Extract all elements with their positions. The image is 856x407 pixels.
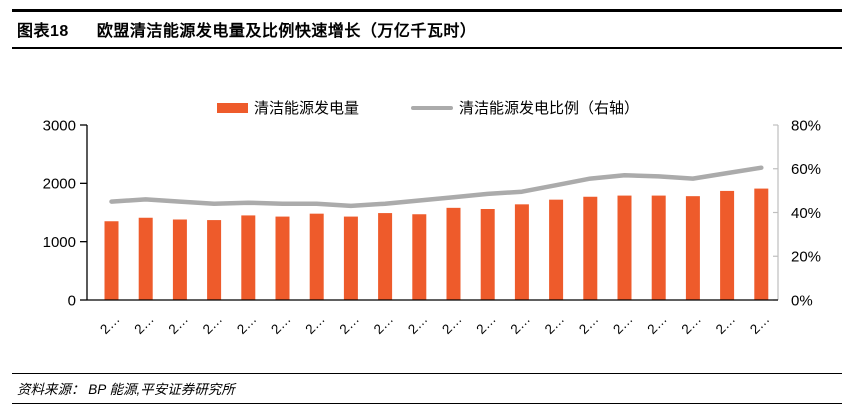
x-axis-tick-label: 2… xyxy=(234,312,259,337)
legend-item-bars: 清洁能源发电量 xyxy=(216,97,359,118)
right-axis-tick-label: 60% xyxy=(791,161,821,178)
bar-series-label: 清洁能源发电量 xyxy=(253,100,359,117)
bar xyxy=(275,216,290,300)
line-series-swatch-icon xyxy=(411,105,453,110)
x-axis-tick-label: 2… xyxy=(371,312,396,337)
x-axis-tick-label: 2… xyxy=(405,312,430,337)
bar xyxy=(549,199,564,300)
x-axis-tick-label: 2… xyxy=(166,312,191,337)
x-axis-tick-label: 2… xyxy=(747,312,772,337)
x-axis-tick-label: 2… xyxy=(679,312,704,337)
left-axis-tick-label: 3000 xyxy=(43,117,76,134)
x-axis-tick-label: 2… xyxy=(268,312,293,337)
right-axis-tick-label: 20% xyxy=(791,249,821,266)
bar xyxy=(138,217,153,300)
bar xyxy=(207,220,222,300)
bar xyxy=(378,213,393,300)
x-axis-tick-label: 2… xyxy=(337,312,362,337)
x-axis-tick-label: 2… xyxy=(508,312,533,337)
bar xyxy=(514,204,529,300)
line-series-label: 清洁能源发电比例（右轴） xyxy=(459,100,640,117)
bar xyxy=(446,207,461,300)
left-axis-tick-label: 0 xyxy=(68,292,76,309)
chart-svg: 80% 60% 40% 20% 0% 3000 2000 1000 0 2… 2… 2… 2… 2… 2… 2… xyxy=(43,117,821,337)
bar xyxy=(480,209,495,300)
source-note: 资料来源： BP 能源,平安证券研究所 xyxy=(12,373,842,404)
x-axis-tick-label: 2… xyxy=(97,312,122,337)
source-text: 资料来源： BP 能源,平安证券研究所 xyxy=(17,382,235,397)
bar xyxy=(617,195,632,300)
left-axis-tick-label: 1000 xyxy=(43,234,76,251)
bar xyxy=(104,221,119,300)
bar xyxy=(241,215,256,300)
bar xyxy=(685,196,700,300)
x-axis-tick-label: 2… xyxy=(610,312,635,337)
bar-series-swatch-icon xyxy=(216,102,248,113)
legend-item-line: 清洁能源发电比例（右轴） xyxy=(411,97,639,118)
x-axis-tick-label: 2… xyxy=(644,312,669,337)
left-axis-tick-label: 2000 xyxy=(43,176,76,193)
trend-line xyxy=(109,165,764,209)
bar xyxy=(720,190,735,300)
right-axis-tick-label: 80% xyxy=(791,117,821,134)
right-axis-tick-label: 0% xyxy=(791,292,813,309)
figure-tag: 图表18 xyxy=(17,23,69,40)
bar xyxy=(309,213,324,300)
x-axis-tick-label: 2… xyxy=(302,312,327,337)
bar xyxy=(172,219,187,300)
x-axis-tick-label: 2… xyxy=(200,312,225,337)
bar xyxy=(583,196,598,300)
x-axis-tick-label: 2… xyxy=(542,312,567,337)
figure-header: 图表18 欧盟清洁能源发电量及比例快速增长（万亿千瓦时） xyxy=(12,9,842,49)
bar xyxy=(343,216,358,300)
bar xyxy=(412,214,427,300)
chart-legend: 清洁能源发电量 清洁能源发电比例（右轴） xyxy=(0,97,856,118)
x-axis-tick-label: 2… xyxy=(576,312,601,337)
x-axis-tick-label: 2… xyxy=(131,312,156,337)
x-axis-tick-label: 2… xyxy=(439,312,464,337)
bar xyxy=(754,188,769,300)
x-axis-tick-label: 2… xyxy=(713,312,738,337)
x-axis-tick-label: 2… xyxy=(473,312,498,337)
right-axis-tick-label: 40% xyxy=(791,205,821,222)
bar xyxy=(651,195,666,300)
figure-title: 欧盟清洁能源发电量及比例快速增长（万亿千瓦时） xyxy=(96,23,477,40)
